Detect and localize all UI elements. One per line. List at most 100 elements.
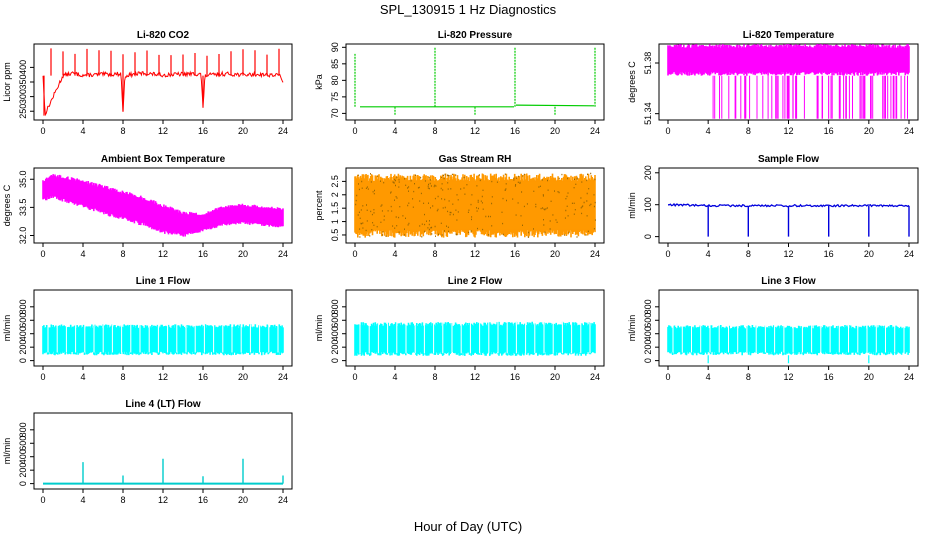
y-tick-label: 100 xyxy=(643,197,653,212)
panel-title: Line 3 Flow xyxy=(761,276,816,287)
y-axis-label: degrees C xyxy=(2,184,12,226)
x-tick-label: 20 xyxy=(238,372,248,382)
x-tick-label: 0 xyxy=(40,372,45,382)
plot-frame xyxy=(33,43,293,121)
chart-panel-8: Line 3 Flow ml/min 0 4 8 12 16 20 24 0 20040060080… xyxy=(627,276,919,382)
series-fill xyxy=(43,176,283,235)
x-tick-label: 4 xyxy=(80,372,85,382)
y-axis-label: kPa xyxy=(314,74,324,90)
panel-title: Ambient Box Temperature xyxy=(101,154,226,165)
y-tick-label: 1.5 xyxy=(330,202,340,215)
x-axis-title: Hour of Day (UTC) xyxy=(414,519,522,534)
series-line xyxy=(360,104,595,108)
series-fill xyxy=(668,47,909,72)
series-spikes xyxy=(82,458,284,484)
y-tick-label: 0 xyxy=(643,234,653,239)
x-tick-label: 8 xyxy=(120,126,125,136)
y-axis-label: ml/min xyxy=(2,438,12,465)
chart-panel-9: Line 4 (LT) Flow ml/min 0 4 8 12 16 20 24 0 200400… xyxy=(2,399,293,505)
chart-panel-7: Line 2 Flow ml/min 0 4 8 12 16 20 24 0 20040060080… xyxy=(314,276,605,382)
x-tick-label: 0 xyxy=(665,372,670,382)
x-tick-label: 8 xyxy=(432,249,437,259)
x-tick-label: 20 xyxy=(238,126,248,136)
y-tick-label: 400 xyxy=(330,326,340,341)
y-tick-label: 600 xyxy=(330,313,340,328)
y-axis-label: ml/min xyxy=(627,192,637,219)
x-tick-label: 4 xyxy=(706,372,711,382)
series-dips xyxy=(707,206,910,237)
x-tick-label: 20 xyxy=(864,249,874,259)
y-tick-label: 800 xyxy=(330,299,340,314)
x-tick-label: 24 xyxy=(278,372,288,382)
x-tick-label: 20 xyxy=(238,495,248,505)
y-tick-label: 200 xyxy=(18,463,28,478)
chart-panel-2: Li-820 Temperature degrees C 0 4 8 12 16 20 24 51… xyxy=(627,30,919,136)
y-tick-label: 51.34 xyxy=(643,102,653,125)
y-tick-label: 600 xyxy=(18,313,28,328)
series-line xyxy=(42,70,284,117)
chart-panel-4: Gas Stream RH percent 0 4 8 12 16 20 24 0.5 1 1.5 2 2… xyxy=(314,154,605,259)
y-axis-label: percent xyxy=(314,190,324,221)
x-tick-label: 24 xyxy=(904,372,914,382)
x-tick-label: 0 xyxy=(665,126,670,136)
x-tick-label: 12 xyxy=(158,126,168,136)
y-tick-label: 400 xyxy=(18,326,28,341)
x-tick-label: 16 xyxy=(510,126,520,136)
x-tick-label: 8 xyxy=(746,249,751,259)
series-drops xyxy=(712,75,908,119)
x-tick-label: 8 xyxy=(432,372,437,382)
series-fill xyxy=(355,181,595,230)
y-tick-label: 200 xyxy=(330,340,340,355)
x-tick-label: 20 xyxy=(864,372,874,382)
x-tick-label: 4 xyxy=(392,372,397,382)
y-tick-label: 600 xyxy=(643,313,653,328)
y-tick-label: 200 xyxy=(643,340,653,355)
y-tick-label: 80 xyxy=(330,75,340,85)
x-tick-label: 16 xyxy=(510,372,520,382)
y-tick-label: 0 xyxy=(643,358,653,363)
x-tick-label: 24 xyxy=(278,495,288,505)
x-tick-label: 16 xyxy=(510,249,520,259)
x-tick-label: 12 xyxy=(158,495,168,505)
y-tick-label: 400 xyxy=(18,60,28,75)
x-tick-label: 16 xyxy=(198,372,208,382)
panel-title: Line 4 (LT) Flow xyxy=(125,399,201,410)
x-tick-label: 24 xyxy=(278,126,288,136)
y-axis-label: degrees C xyxy=(627,61,637,103)
series-dots xyxy=(355,172,596,238)
x-tick-label: 0 xyxy=(665,249,670,259)
x-tick-label: 16 xyxy=(824,249,834,259)
x-tick-label: 8 xyxy=(746,372,751,382)
x-tick-label: 0 xyxy=(40,249,45,259)
x-tick-label: 16 xyxy=(198,249,208,259)
y-tick-label: 32.0 xyxy=(18,227,28,245)
x-tick-label: 4 xyxy=(392,249,397,259)
x-tick-label: 20 xyxy=(550,249,560,259)
series-spikes xyxy=(43,48,280,116)
y-axis-label: ml/min xyxy=(627,315,637,342)
y-tick-label: 2 xyxy=(330,192,340,197)
x-tick-label: 16 xyxy=(198,495,208,505)
x-tick-label: 12 xyxy=(470,372,480,382)
series-dips xyxy=(707,355,870,364)
x-tick-label: 0 xyxy=(352,126,357,136)
x-tick-label: 20 xyxy=(864,126,874,136)
x-tick-label: 8 xyxy=(746,126,751,136)
y-axis-label: ml/min xyxy=(314,315,324,342)
y-tick-label: 200 xyxy=(18,340,28,355)
x-tick-label: 0 xyxy=(352,249,357,259)
y-tick-label: 85 xyxy=(330,59,340,69)
series-fill xyxy=(355,325,595,352)
panel-title: Line 1 Flow xyxy=(136,276,191,287)
panel-title: Sample Flow xyxy=(758,154,819,165)
chart-panel-0: Li-820 CO2 Licor ppm 0 4 8 12 16 20 24 2503003504… xyxy=(2,30,293,136)
series-gaps xyxy=(672,325,905,353)
series-gaps xyxy=(47,324,279,353)
y-tick-label: 90 xyxy=(330,42,340,52)
x-tick-label: 16 xyxy=(198,126,208,136)
y-tick-label: 350 xyxy=(18,74,28,89)
panel-title: Gas Stream RH xyxy=(439,154,512,165)
x-tick-label: 24 xyxy=(904,126,914,136)
